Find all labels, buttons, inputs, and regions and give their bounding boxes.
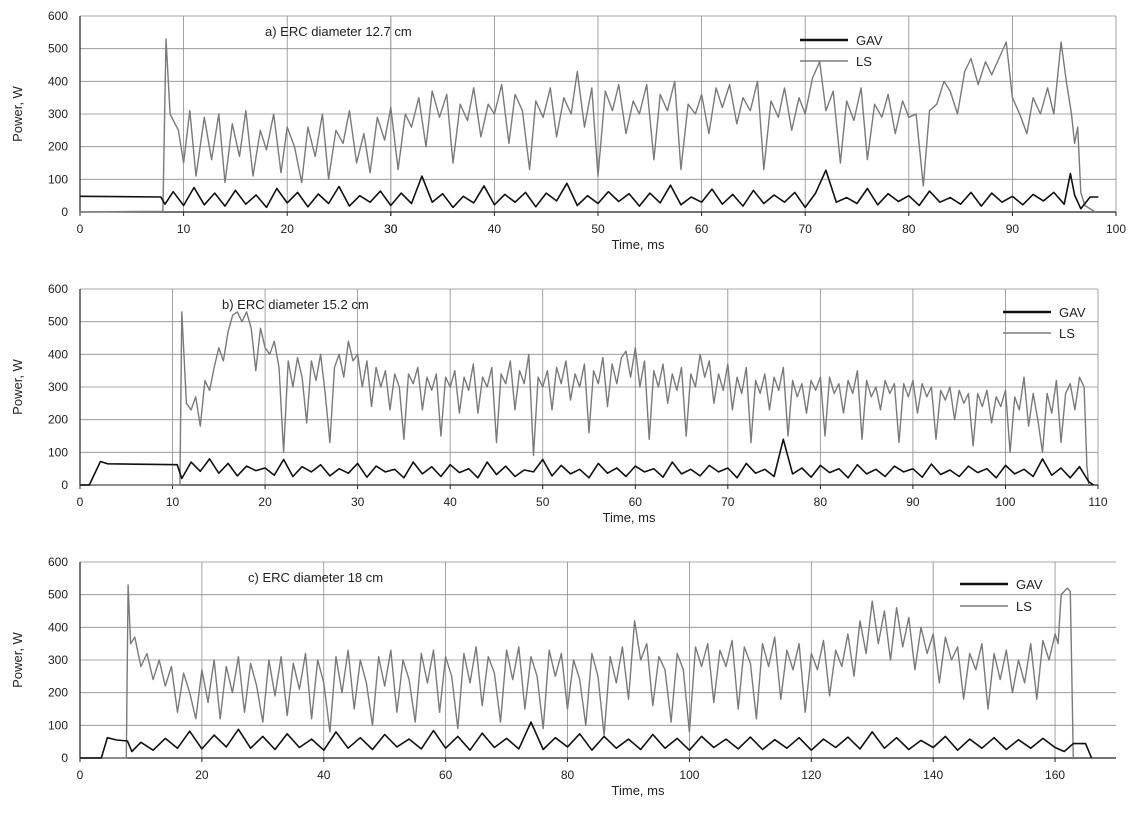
y-tick-label: 400: [48, 347, 68, 361]
y-tick-label: 300: [48, 107, 68, 121]
series-line-gav: [80, 438, 1094, 486]
y-tick-label: 600: [48, 555, 68, 569]
y-tick-label: 500: [48, 42, 68, 56]
x-tick-label: 100: [995, 495, 1015, 509]
x-tick-label: 50: [536, 495, 550, 509]
legend: GAV LS: [960, 577, 1043, 614]
x-tick-label: 100: [1106, 222, 1126, 236]
y-tick-label: 300: [48, 380, 68, 394]
y-tick-label: 0: [61, 478, 68, 492]
y-tick-label: 500: [48, 588, 68, 602]
x-axis-label: Time, ms: [612, 237, 665, 252]
x-tick-label: 90: [1006, 222, 1020, 236]
x-tick-label: 100: [679, 768, 699, 782]
x-tick-label: 0: [77, 222, 84, 236]
x-tick-label: 50: [591, 222, 605, 236]
x-tick-label: 140: [923, 768, 943, 782]
x-tick-label: 80: [814, 495, 828, 509]
x-tick-label: 20: [258, 495, 272, 509]
legend-label-ls: LS: [1059, 326, 1075, 341]
y-tick-label: 600: [48, 282, 68, 296]
x-tick-label: 70: [799, 222, 813, 236]
series-line-ls: [80, 311, 1090, 486]
x-tick-label: 10: [177, 222, 191, 236]
x-tick-label: 40: [317, 768, 331, 782]
y-tick-label: 400: [48, 74, 68, 88]
y-tick-label: 0: [61, 751, 68, 765]
x-tick-label: 30: [384, 222, 398, 236]
x-tick-label: 110: [1088, 495, 1107, 509]
legend-label-gav: GAV: [856, 33, 883, 48]
x-tick-label: 160: [1045, 768, 1065, 782]
x-axis-label: Time, ms: [603, 510, 656, 525]
chart-panel-3: 0 100 200 300 400 500 600 0 20 40 60 80 100 120 140 160…: [10, 555, 1116, 798]
series-line-gav: [80, 721, 1093, 759]
x-tick-label: 60: [629, 495, 643, 509]
y-tick-label: 200: [48, 686, 68, 700]
legend-label-ls: LS: [1016, 599, 1032, 614]
y-tick-label: 200: [48, 413, 68, 427]
x-tick-label: 120: [801, 768, 821, 782]
x-tick-label: 90: [906, 495, 920, 509]
legend-label-gav: GAV: [1059, 305, 1086, 320]
legend-label-gav: GAV: [1016, 577, 1043, 592]
legend: GAV LS: [800, 33, 883, 69]
x-tick-label: 40: [488, 222, 502, 236]
x-tick-label: 30: [351, 495, 365, 509]
legend-label-ls: LS: [856, 54, 872, 69]
x-tick-label: 0: [77, 768, 84, 782]
chart-title: c) ERC diameter 18 cm: [248, 570, 383, 585]
x-tick-label: 60: [439, 768, 453, 782]
x-tick-label: 80: [902, 222, 916, 236]
y-tick-label: 400: [48, 620, 68, 634]
y-tick-label: 100: [48, 172, 68, 186]
x-tick-label: 60: [695, 222, 709, 236]
series-line-ls: [79, 38, 1096, 213]
legend: GAV LS: [1003, 305, 1086, 341]
chart-title: b) ERC diameter 15.2 cm: [222, 297, 369, 312]
y-tick-label: 500: [48, 315, 68, 329]
x-tick-label: 40: [444, 495, 458, 509]
chart-panel-2: 0 100 200 300 400 500 600 0 10 20 30 40 50 60 70 80 90 10…: [10, 282, 1108, 525]
x-tick-label: 20: [195, 768, 209, 782]
x-tick-label: 70: [721, 495, 735, 509]
y-axis-label: Power, W: [10, 358, 25, 414]
y-tick-label: 100: [48, 445, 68, 459]
y-tick-label: 0: [61, 205, 68, 219]
series-line-ls: [80, 584, 1074, 759]
x-axis-label: Time, ms: [612, 783, 665, 798]
y-axis-label: Power, W: [10, 631, 25, 687]
x-tick-label: 0: [77, 495, 84, 509]
y-tick-label: 600: [48, 9, 68, 23]
y-tick-label: 300: [48, 653, 68, 667]
y-tick-label: 100: [48, 718, 68, 732]
x-tick-label: 30: [384, 222, 398, 236]
x-tick-label: 10: [166, 495, 180, 509]
y-axis-label: Power, W: [10, 85, 25, 141]
chart-title: a) ERC diameter 12.7 cm: [265, 24, 412, 39]
y-tick-label: 200: [48, 140, 68, 154]
x-tick-label: 20: [281, 222, 295, 236]
series-line-gav: [79, 169, 1099, 210]
x-tick-label: 80: [561, 768, 575, 782]
